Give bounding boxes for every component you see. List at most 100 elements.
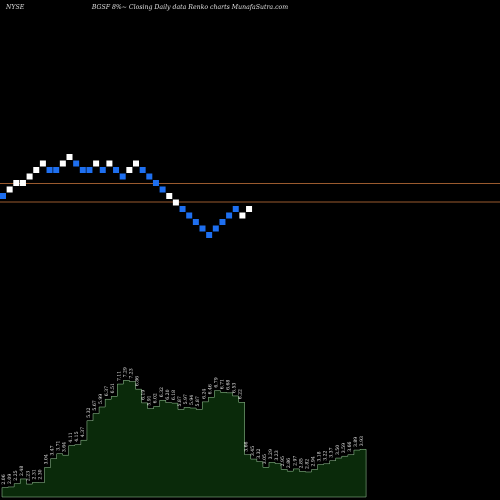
renko-brick-down <box>46 167 53 173</box>
renko-brick-up <box>239 212 246 219</box>
volume-value-label: 5.99 <box>98 394 104 404</box>
volume-value-label: 3.50 <box>335 445 341 455</box>
volume-value-label: 3.71 <box>56 440 62 450</box>
volume-value-label: 6.20 <box>165 389 171 399</box>
renko-brick-up <box>133 160 139 167</box>
volume-value-label: 4.37 <box>80 427 86 437</box>
volume-value-label: 5.94 <box>189 395 195 405</box>
volume-value-label: 3.37 <box>329 447 335 457</box>
volume-value-label: 2.95 <box>280 456 286 466</box>
reference-lines <box>0 183 500 203</box>
volume-value-label: 2.82 <box>304 459 310 469</box>
renko-brick-down <box>79 167 86 173</box>
exchange-label: NYSE <box>5 4 25 11</box>
volume-value-label: 3.05 <box>262 454 268 464</box>
volume-value-label: 7.29 <box>122 367 128 377</box>
volume-value-label: 3.18 <box>317 451 323 461</box>
volume-value-label: 5.91 <box>147 395 153 405</box>
renko-brick-up <box>39 160 46 167</box>
volume-value-label: 3.89 <box>353 437 359 447</box>
volume-value-label: 3.22 <box>323 450 329 460</box>
volume-value-label: 5.87 <box>177 396 183 406</box>
renko-brick-down <box>73 160 80 167</box>
renko-brick-down <box>212 225 219 232</box>
volume-value-label: 6.22 <box>238 389 244 399</box>
volume-value-label: 3.32 <box>256 448 262 458</box>
renko-brick-down <box>99 167 106 173</box>
volume-value-label: 3.47 <box>50 445 56 455</box>
renko-brick-up <box>126 167 133 173</box>
renko-brick-up <box>246 206 253 212</box>
renko-brick-up <box>66 154 73 160</box>
volume-value-label: 6.19 <box>141 390 147 400</box>
renko-brick-down <box>232 206 239 212</box>
chart-title: BGSF 8%~ Closing Daily data Renko charts… <box>91 4 288 11</box>
volume-value-label: 6.02 <box>153 393 159 403</box>
volume-value-label: 7.11 <box>116 371 122 381</box>
volume-value-label: 7.23 <box>128 368 134 378</box>
volume-value-label: 6.51 <box>110 383 116 393</box>
volume-value-label: 6.53 <box>232 383 238 393</box>
renko-brick-up <box>172 199 179 206</box>
volume-value-label: 2.31 <box>31 469 37 479</box>
volume-value-label: 6.18 <box>171 390 177 400</box>
volume-value-label: 6.46 <box>207 384 213 394</box>
volume-value-label: 5.67 <box>92 400 98 410</box>
volume-value-label: 3.45 <box>250 446 256 456</box>
volume-value-label: 5.32 <box>86 407 92 417</box>
volume-value-label: 3.23 <box>274 450 280 460</box>
volume-value-label: 5.97 <box>183 394 189 404</box>
volume-value-label: 2.09 <box>7 474 13 484</box>
volume-value-label: 3.66 <box>244 441 250 451</box>
volume-value-label: 6.37 <box>104 386 110 396</box>
volume-value-label: 3.59 <box>341 443 347 453</box>
volume-value-label: 5.87 <box>195 396 201 406</box>
renko-brick-down <box>219 219 226 225</box>
volume-value-label: 2.30 <box>37 469 43 479</box>
volume-value-label: 4.11 <box>68 432 74 442</box>
renko-brick-up <box>33 167 40 173</box>
renko-brick-down <box>119 173 126 180</box>
volume-value-label: 6.32 <box>159 387 165 397</box>
renko-brick-down <box>86 167 93 173</box>
renko-brick-down <box>192 219 199 225</box>
volume-value-label: 2.85 <box>298 458 304 468</box>
renko-brick-down <box>0 193 6 199</box>
renko-brick-down <box>179 206 186 212</box>
volume-value-label: 2.94 <box>310 456 316 466</box>
renko-brick-up <box>19 180 26 186</box>
renko-brick-down <box>226 212 233 219</box>
renko-brick-down <box>206 232 213 238</box>
renko-brick-up <box>93 160 100 167</box>
renko-brick-up <box>26 173 33 180</box>
volume-value-label: 6.71 <box>219 379 225 389</box>
renko-brick-down <box>199 225 206 232</box>
volume-value-label: 3.93 <box>359 436 365 446</box>
volume-value-label: 6.86 <box>135 376 141 386</box>
renko-bricks <box>0 154 253 238</box>
renko-brick-down <box>139 167 146 173</box>
renko-brick-up <box>6 186 13 193</box>
renko-brick-down <box>159 186 166 193</box>
renko-brick-up <box>59 160 66 167</box>
volume-value-label: 6.24 <box>201 389 207 399</box>
volume-value-label: 3.29 <box>268 449 274 459</box>
volume-value-label: 3.04 <box>44 454 50 464</box>
volume-area <box>1 380 367 498</box>
volume-labels: 2.06 2.09 2.25 2.482.23 2.31 2.303.043.47 3.71… <box>1 367 365 485</box>
volume-value-label: 2.23 <box>25 471 31 481</box>
renko-brick-down <box>146 173 153 180</box>
renko-brick-down <box>113 167 120 173</box>
renko-brick-up <box>166 193 173 199</box>
volume-value-label: 3.64 <box>62 442 68 452</box>
volume-value-label: 6.79 <box>213 377 219 387</box>
volume-value-label: 2.97 <box>292 456 298 466</box>
volume-value-label: 2.48 <box>19 466 25 476</box>
renko-brick-down <box>53 167 60 173</box>
volume-value-label: 3.66 <box>347 441 353 451</box>
volume-value-label: 4.15 <box>74 431 80 441</box>
renko-brick-down <box>186 212 193 219</box>
renko-brick-up <box>106 160 113 167</box>
